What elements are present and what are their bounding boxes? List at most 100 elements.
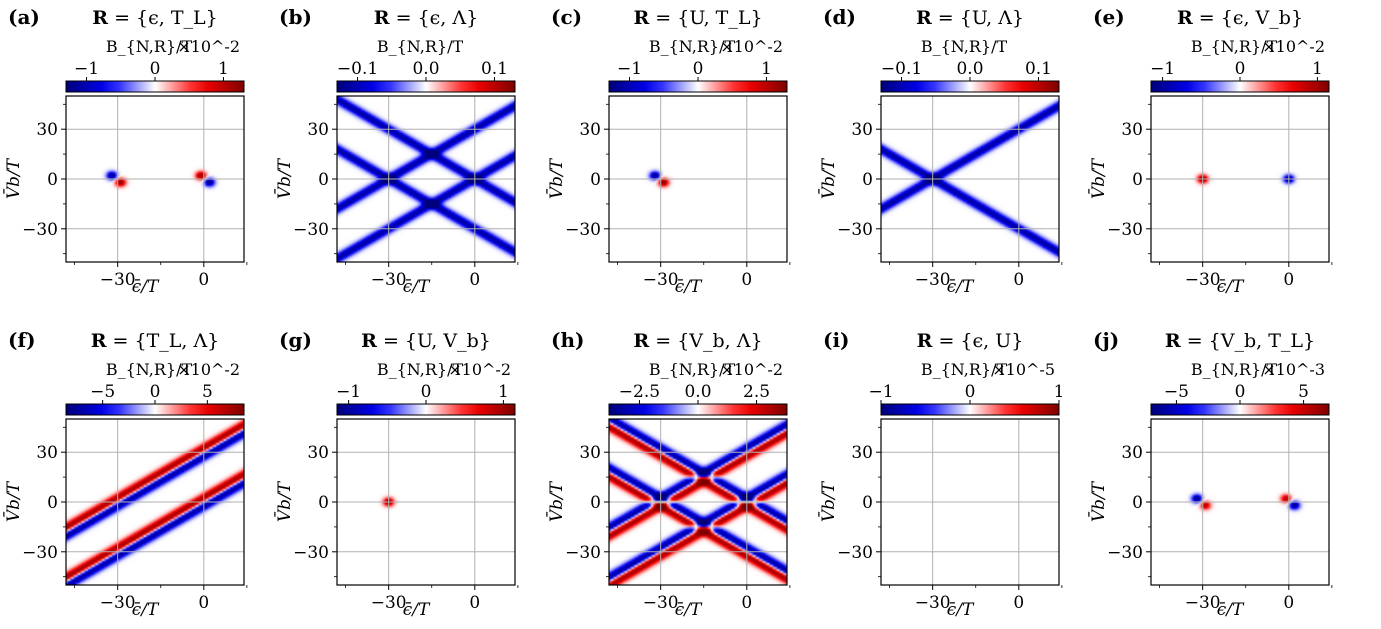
panel-label: (b) (279, 5, 312, 29)
y-axis-label: V̄b/T (1087, 480, 1109, 522)
y-axis-label: V̄b/T (273, 157, 295, 199)
panel-title: R = {ϵ, U} (917, 330, 1024, 352)
y-tick-label: 30 (1121, 120, 1143, 140)
panel-a: (a) R = {ϵ, T_L} B_{N,R}/T×10^-2 −1 0 1 −30 0 30… (2, 5, 248, 297)
panel-d: (d) R = {U, Λ} B_{N,R}/T −0.1 0.0 0.1 −30 0 30 0 −… (817, 5, 1063, 297)
colorbar (336, 80, 516, 93)
x-tick-label: −30 (643, 270, 679, 290)
colorbar-tick-label: −2.5 (619, 382, 660, 402)
x-axis-label: ϵ̄/T (947, 277, 975, 297)
y-tick-label: 0 (590, 170, 601, 190)
panel-title: R = {U, Λ} (916, 7, 1024, 29)
panel-g: (g) R = {U, V_b} B_{N,R}/T×10^-2 −1 0 1 −30 0 30… (273, 328, 519, 620)
x-axis-label: ϵ̄/T (1217, 277, 1245, 297)
x-tick-label: 0 (1283, 270, 1294, 290)
panel-title: R = {T_L, Λ} (91, 330, 220, 352)
x-axis-label: ϵ̄/T (947, 600, 975, 620)
colorbar-scale: ×10^-2 (177, 360, 240, 379)
y-tick-label: −30 (1107, 220, 1143, 240)
y-tick-label: 30 (36, 443, 58, 463)
colorbar-tick-label: −5 (1164, 382, 1189, 402)
colorbar (880, 403, 1060, 416)
x-tick-label: −30 (643, 593, 679, 613)
colorbar-scale: ×10^-5 (992, 360, 1055, 379)
y-axis-label: V̄b/T (545, 480, 567, 522)
panel-label: (i) (823, 328, 850, 352)
colorbar-label: B_{N,R}/T (106, 360, 193, 379)
x-tick-label: 0 (741, 270, 752, 290)
colorbar-tick-label: 0 (965, 382, 976, 402)
y-tick-label: 0 (318, 170, 329, 190)
y-tick-label: 0 (1132, 170, 1143, 190)
colorbar-tick-label: 0.0 (412, 59, 439, 79)
colorbar (336, 403, 516, 416)
y-tick-label: −30 (565, 543, 601, 563)
colorbar-tick-label: 5 (202, 382, 213, 402)
panel-b: (b) R = {ϵ, Λ} B_{N,R}/T −0.1 0.0 0.1 −30 0 30 0 −… (273, 5, 519, 297)
y-tick-label: 0 (862, 170, 873, 190)
colorbar-tick-label: 0 (421, 382, 432, 402)
x-axis-label: ϵ̄/T (403, 277, 431, 297)
panel-title: R = {ϵ, V_b} (1177, 7, 1303, 29)
panel-title: R = {V_b, Λ} (633, 330, 762, 352)
panel-label: (g) (279, 328, 312, 352)
colorbar-tick-label: 0 (150, 59, 161, 79)
x-tick-label: 0 (198, 270, 209, 290)
y-tick-label: 0 (590, 493, 601, 513)
panel-e: (e) R = {ϵ, V_b} B_{N,R}/T×10^-2 −1 0 1 −30 0 30… (1087, 5, 1333, 297)
y-tick-label: 30 (851, 120, 873, 140)
y-tick-label: 0 (318, 493, 329, 513)
y-tick-label: −30 (293, 220, 329, 240)
x-tick-label: −30 (100, 593, 136, 613)
y-tick-label: 30 (851, 443, 873, 463)
colorbar (65, 80, 245, 93)
y-tick-label: 30 (579, 443, 601, 463)
colorbar-label: B_{N,R}/T (649, 37, 736, 56)
x-tick-label: 0 (469, 270, 480, 290)
colorbar-scale: ×10^-2 (720, 360, 783, 379)
colorbar-tick-label: 0.1 (1025, 59, 1052, 79)
x-tick-label: −30 (1185, 593, 1221, 613)
x-tick-label: 0 (1283, 593, 1294, 613)
y-tick-label: 30 (1121, 443, 1143, 463)
colorbar-tick-label: −1 (1150, 59, 1175, 79)
x-tick-label: −30 (1185, 270, 1221, 290)
colorbar (608, 80, 788, 93)
x-tick-label: −30 (100, 270, 136, 290)
colorbar-label: B_{N,R}/T (921, 360, 1008, 379)
x-tick-label: −30 (371, 593, 407, 613)
y-tick-label: −30 (22, 543, 58, 563)
y-tick-label: 30 (579, 120, 601, 140)
colorbar-label: B_{N,R}/T (377, 37, 464, 56)
panel-label: (c) (551, 5, 582, 29)
y-tick-label: −30 (1107, 543, 1143, 563)
y-tick-label: 0 (47, 170, 58, 190)
colorbar-tick-label: 0.1 (481, 59, 508, 79)
colorbar-scale: ×10^-3 (1262, 360, 1325, 379)
colorbar (65, 403, 245, 416)
colorbar-tick-label: −1 (617, 59, 642, 79)
colorbar-tick-label: 2.5 (743, 382, 770, 402)
panel-label: (e) (1093, 5, 1125, 29)
x-axis-label: ϵ̄/T (403, 600, 431, 620)
colorbar-tick-label: −1 (336, 382, 361, 402)
x-tick-label: 0 (1013, 270, 1024, 290)
y-tick-label: 30 (307, 443, 329, 463)
y-tick-label: −30 (22, 220, 58, 240)
y-axis-label: V̄b/T (817, 480, 839, 522)
colorbar (1150, 403, 1330, 416)
panel-label: (h) (551, 328, 584, 352)
colorbar-tick-label: 0.0 (956, 59, 983, 79)
colorbar-tick-label: 5 (1298, 382, 1309, 402)
panel-label: (d) (823, 5, 856, 29)
colorbar-label: B_{N,R}/T (1191, 37, 1278, 56)
x-axis-label: ϵ̄/T (675, 600, 703, 620)
y-tick-label: −30 (565, 220, 601, 240)
panel-i: (i) R = {ϵ, U} B_{N,R}/T×10^-5 −1 0 1 −30 0 30 0 −… (817, 328, 1065, 620)
y-tick-label: −30 (837, 543, 873, 563)
x-tick-label: 0 (741, 593, 752, 613)
colorbar-label: B_{N,R}/T (106, 37, 193, 56)
y-tick-label: 0 (47, 493, 58, 513)
panel-title: R = {ϵ, T_L} (92, 7, 217, 29)
y-tick-label: −30 (837, 220, 873, 240)
